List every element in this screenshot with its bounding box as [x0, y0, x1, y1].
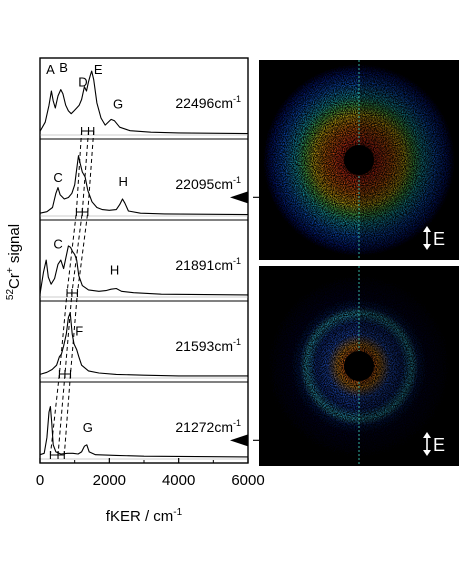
peak-label: E	[94, 62, 103, 77]
beam-stop	[344, 351, 374, 381]
wavenumber-label: 21593cm-1	[175, 337, 241, 354]
polarization-label: E	[433, 229, 445, 249]
x-tick-label: 6000	[231, 472, 264, 489]
peak-label: G	[83, 420, 93, 435]
polarization-label: E	[433, 435, 445, 455]
wavenumber-label: 21891cm-1	[175, 256, 241, 273]
half-overlay	[359, 266, 459, 466]
peak-label: D	[78, 75, 87, 90]
peak-label: H	[110, 262, 119, 277]
half-overlay	[359, 60, 459, 260]
peak-label: H	[119, 174, 128, 189]
spectrum-panel-2: C H 21891cm-1	[39, 237, 249, 302]
spectrum-panel-4: G 21272cm-1	[39, 405, 340, 460]
beam-stop	[344, 145, 374, 175]
x-axis-title: fKER / cm-1	[106, 507, 183, 525]
spectrum-line	[39, 245, 249, 296]
velocity-map-images: EE	[259, 60, 459, 466]
arrow-head	[230, 191, 248, 204]
velocity-map-image-upper: E	[259, 60, 459, 260]
wavenumber-label: 22095cm-1	[175, 175, 241, 192]
dashed-guides	[49, 130, 95, 456]
x-tick-label: 0	[36, 472, 44, 489]
arrow-head	[230, 434, 248, 447]
spectrum-line	[39, 405, 249, 458]
peak-label: F	[75, 323, 83, 338]
x-axis: 0 2000 4000 6000	[36, 458, 265, 489]
velocity-map-image-lower: E	[259, 266, 459, 466]
spectra-panels: A BDE G 22496cm-1 C H 22095cm-1 C H 21891cm-1 F 215…	[39, 60, 340, 460]
peak-label: B	[59, 60, 68, 75]
wavenumber-label: 22496cm-1	[175, 94, 241, 111]
polarization-arrow-head	[423, 432, 431, 438]
polarization-arrow-head	[423, 244, 431, 250]
spectrum-panel-3: F 21593cm-1	[39, 312, 248, 383]
peak-label: C	[53, 237, 62, 252]
peak-label: G	[113, 97, 123, 112]
spectrum-line	[39, 70, 249, 135]
dashed-guide	[63, 130, 95, 456]
polarization-arrow-head	[423, 226, 431, 232]
x-tick-label: 2000	[93, 472, 126, 489]
spectrum-line	[39, 155, 249, 216]
dashed-guide	[57, 130, 89, 456]
wavenumber-label: 21272cm-1	[175, 418, 241, 435]
peak-label: C	[53, 170, 62, 185]
polarization-arrow-head	[423, 450, 431, 456]
peak-label: A	[46, 62, 55, 77]
x-tick-label: 4000	[162, 472, 195, 489]
y-axis-title: 52Cr+ signal	[5, 224, 23, 300]
dashed-guide	[49, 130, 83, 456]
spectrum-panel-0: A BDE G 22496cm-1	[39, 60, 249, 140]
spectrum-line	[39, 312, 248, 377]
